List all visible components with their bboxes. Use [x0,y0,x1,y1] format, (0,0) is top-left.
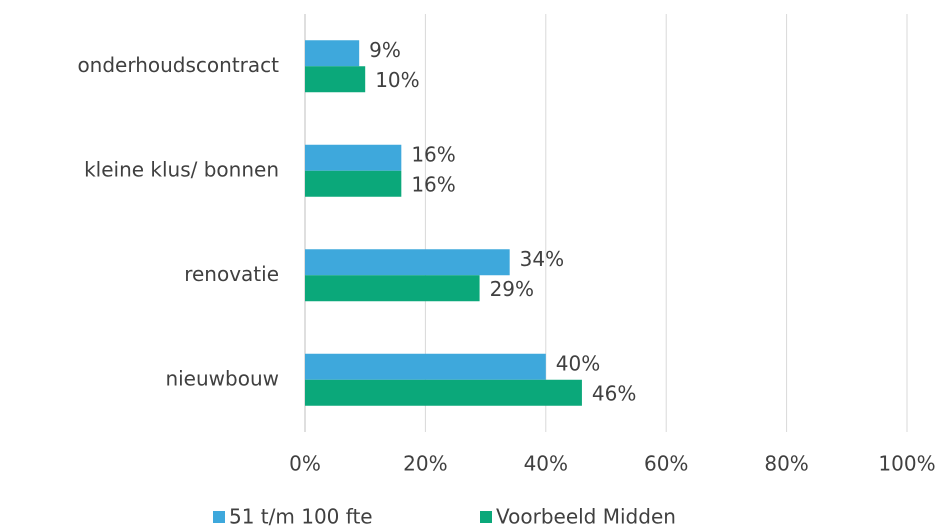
bar [305,66,366,93]
x-tick-label: 80% [764,452,808,476]
x-tick-label: 0% [289,452,321,476]
bar [305,275,480,302]
data-label: 10% [375,68,419,92]
y-tick-label: renovatie [184,262,279,286]
x-tick-label: 20% [403,452,447,476]
legend-label: 51 t/m 100 fte [229,505,373,529]
bar [305,379,582,406]
legend-label: Voorbeeld Midden [496,505,676,529]
legend-marker [213,511,225,523]
bar [305,353,546,380]
data-label: 40% [556,351,600,375]
data-label: 16% [411,172,455,196]
bar [305,249,510,276]
bar [305,144,402,171]
data-label: 34% [520,247,564,271]
x-tick-label: 60% [644,452,688,476]
bar [305,170,402,197]
y-tick-label: nieuwbouw [165,366,279,390]
y-tick-label: kleine klus/ bonnen [84,157,279,181]
x-tick-label: 40% [524,452,568,476]
data-label: 16% [411,142,455,166]
data-label: 29% [490,277,534,301]
data-label: 9% [369,38,401,62]
x-tick-label: 100% [878,452,935,476]
legend-marker [480,511,492,523]
y-tick-label: onderhoudscontract [77,53,279,77]
data-label: 46% [592,381,636,405]
bar [305,40,360,67]
